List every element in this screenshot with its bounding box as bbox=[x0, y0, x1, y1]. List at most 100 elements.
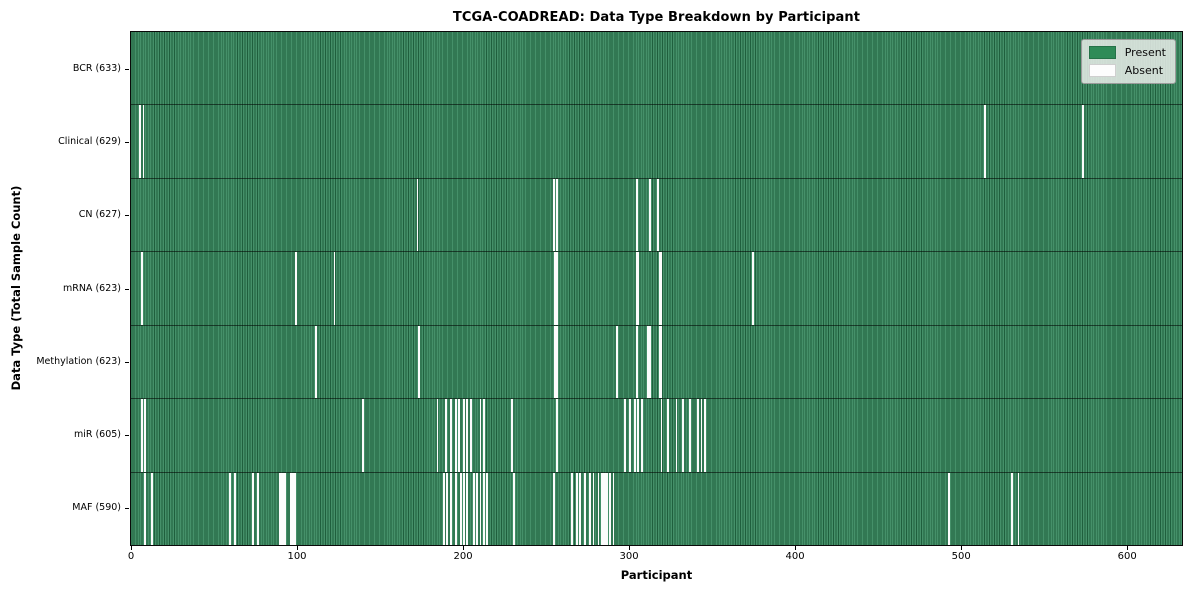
absent-mark bbox=[624, 399, 626, 472]
absent-mark bbox=[700, 399, 703, 472]
absent-mark bbox=[629, 399, 631, 472]
absent-mark bbox=[361, 399, 364, 472]
absent-mark bbox=[257, 472, 259, 545]
absent-mark bbox=[444, 399, 447, 472]
absent-mark bbox=[1017, 472, 1020, 545]
heatmap-row-clinical bbox=[131, 104, 1182, 178]
absent-mark bbox=[602, 472, 605, 545]
x-tick-label-200: 200 bbox=[453, 551, 473, 562]
absent-mark bbox=[228, 472, 231, 545]
absent-mark bbox=[454, 399, 457, 472]
absent-mark bbox=[280, 472, 283, 545]
legend-present-label: Present bbox=[1124, 46, 1166, 59]
absent-mark bbox=[416, 178, 419, 252]
absent-mark bbox=[463, 399, 465, 472]
legend-item-absent: Absent bbox=[1088, 64, 1166, 77]
absent-mark bbox=[554, 325, 557, 399]
heatmap-row-mir bbox=[131, 398, 1182, 472]
absent-mark bbox=[984, 105, 987, 178]
absent-mark bbox=[649, 178, 651, 252]
heatmap-row-maf bbox=[131, 471, 1182, 545]
absent-mark bbox=[466, 399, 469, 472]
x-tick-label-600: 600 bbox=[1117, 551, 1137, 562]
absent-mark bbox=[315, 325, 318, 399]
absent-mark bbox=[688, 399, 691, 472]
absent-mark bbox=[140, 252, 143, 325]
absent-mark bbox=[554, 252, 557, 325]
absent-mark bbox=[635, 178, 638, 252]
absent-mark bbox=[660, 252, 663, 325]
absent-mark bbox=[570, 472, 573, 545]
plot-area: Present Absent bbox=[130, 31, 1183, 546]
absent-mark bbox=[605, 472, 608, 545]
x-tick-label-500: 500 bbox=[951, 551, 971, 562]
absent-mark bbox=[436, 399, 439, 472]
absent-mark bbox=[647, 325, 650, 399]
absent-mark bbox=[476, 472, 479, 545]
absent-mark bbox=[579, 472, 582, 545]
absent-mark bbox=[667, 399, 670, 472]
absent-mark bbox=[482, 399, 485, 472]
absent-mark bbox=[293, 472, 296, 545]
absent-mark bbox=[592, 472, 595, 545]
absent-mark bbox=[459, 472, 462, 545]
absent-mark bbox=[463, 472, 465, 545]
absent-mark bbox=[675, 399, 678, 472]
absent-mark bbox=[947, 472, 950, 545]
absent-mark bbox=[682, 399, 685, 472]
legend-absent-swatch bbox=[1088, 64, 1116, 77]
absent-mark bbox=[139, 105, 142, 178]
absent-mark bbox=[556, 325, 558, 399]
absent-mark bbox=[658, 325, 661, 399]
x-tick-mark bbox=[131, 546, 132, 550]
absent-mark bbox=[446, 472, 449, 545]
absent-mark bbox=[443, 472, 445, 545]
x-tick-mark bbox=[463, 546, 465, 550]
y-tick-label-clinical: Clinical (629) bbox=[58, 135, 121, 147]
absent-mark bbox=[634, 399, 636, 472]
absent-mark bbox=[584, 472, 587, 545]
absent-mark bbox=[449, 399, 452, 472]
absent-mark bbox=[283, 472, 286, 545]
absent-mark bbox=[150, 472, 153, 545]
y-tick-label-cn: CN (627) bbox=[78, 209, 121, 221]
chart-title: TCGA-COADREAD: Data Type Breakdown by Pa… bbox=[452, 10, 861, 25]
absent-mark bbox=[142, 105, 145, 178]
absent-mark bbox=[278, 472, 281, 545]
absent-mark bbox=[575, 472, 578, 545]
absent-mark bbox=[703, 399, 706, 472]
y-tick-label-mrna: mRNA (623) bbox=[62, 282, 121, 294]
absent-mark bbox=[479, 399, 482, 472]
absent-mark bbox=[252, 472, 254, 545]
y-tick-mark bbox=[125, 141, 129, 143]
absent-mark bbox=[479, 472, 482, 545]
absent-mark bbox=[458, 399, 460, 472]
absent-mark bbox=[469, 399, 472, 472]
absent-mark bbox=[552, 472, 555, 545]
y-tick-mark bbox=[125, 361, 129, 363]
legend-present-swatch bbox=[1088, 46, 1116, 59]
x-tick-label-0: 0 bbox=[127, 551, 135, 562]
heatmap-row-methylation bbox=[131, 324, 1182, 399]
y-tick-mark bbox=[125, 435, 129, 437]
absent-mark bbox=[449, 472, 452, 545]
heatmap-row-cn bbox=[131, 177, 1182, 252]
y-tick-mark bbox=[125, 288, 129, 290]
absent-mark bbox=[233, 472, 236, 545]
absent-mark bbox=[466, 472, 469, 545]
absent-mark bbox=[697, 399, 699, 472]
x-tick-mark bbox=[629, 546, 631, 550]
legend: Present Absent bbox=[1080, 39, 1176, 84]
absent-mark bbox=[660, 325, 663, 399]
absent-mark bbox=[635, 325, 638, 399]
x-axis-label: Participant bbox=[620, 568, 693, 582]
x-tick-label-400: 400 bbox=[785, 551, 805, 562]
absent-mark bbox=[473, 472, 475, 545]
absent-mark bbox=[292, 472, 294, 545]
absent-mark bbox=[612, 472, 615, 545]
y-tick-mark bbox=[125, 508, 129, 510]
legend-item-present: Present bbox=[1088, 46, 1166, 59]
absent-mark bbox=[1010, 472, 1013, 545]
absent-mark bbox=[1082, 105, 1085, 178]
